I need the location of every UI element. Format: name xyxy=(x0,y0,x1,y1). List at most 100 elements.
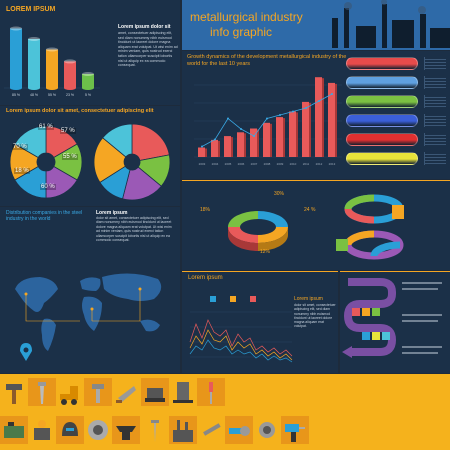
legend-pill xyxy=(346,95,418,108)
legend-pill xyxy=(346,57,418,70)
pie-value-label: 18 % xyxy=(14,168,30,174)
pie-value-label: 57 % xyxy=(60,128,76,134)
legend-pill-text-lines xyxy=(424,57,446,70)
pie-value-label: 61 % xyxy=(38,124,54,130)
ring-label-4: 12% xyxy=(260,249,271,255)
line-chart-text-title: Lorem ipsum xyxy=(294,296,323,302)
legend-pill xyxy=(346,133,418,146)
cylinder-bar: 48 % xyxy=(28,37,40,97)
header-panel: metallurgical industry info graphic xyxy=(182,0,450,50)
growth-year-label: 2010 xyxy=(290,162,297,166)
growth-bar xyxy=(302,101,309,157)
machine-icon xyxy=(0,416,28,444)
growth-year-label: 2013 xyxy=(329,162,336,166)
pie-slice xyxy=(131,123,170,161)
legend-swatch-red xyxy=(250,296,256,302)
cylinder-bar-label: 23 % xyxy=(66,93,74,97)
growth-year-label: 2008 xyxy=(264,162,271,166)
top-left-title: LOREM IPSUM xyxy=(6,6,56,13)
hammer-icon xyxy=(0,378,28,406)
legend-pill xyxy=(346,114,418,127)
growth-year-label: 2006 xyxy=(238,162,245,166)
cylinder-bar: 85 % xyxy=(10,26,22,97)
press-icon xyxy=(168,378,197,406)
header-title-line2: info graphic xyxy=(210,25,273,39)
top-left-panel: LOREM IPSUM 85 % 48 % 55 % 23 % 5 % Lorem ip… xyxy=(0,0,180,105)
legend-pill-text-lines xyxy=(424,152,446,165)
growth-year-label: 2011 xyxy=(303,162,310,166)
multi-line-chart xyxy=(189,311,293,363)
screwdriver-icon xyxy=(196,378,225,406)
bolt-icon xyxy=(84,378,113,406)
line-chart-text-body: dolor sit amet, consectetuer adipiscing … xyxy=(294,303,336,329)
tools-strip xyxy=(0,374,450,450)
snake-panel xyxy=(340,271,450,373)
legend-pill xyxy=(346,152,418,165)
pie-chart-right xyxy=(93,123,171,201)
growth-title: Growth dynamics of the development metal… xyxy=(187,54,347,67)
growth-bar xyxy=(315,77,322,157)
cylinder-bar-label: 55 % xyxy=(48,93,56,97)
growth-bar xyxy=(250,128,257,157)
welder-helmet-icon xyxy=(56,416,85,444)
growth-bar xyxy=(263,122,270,157)
legend-pill-text-lines xyxy=(424,76,446,89)
legend-pill-text-lines xyxy=(424,95,446,108)
legend-swatch-blue xyxy=(210,296,216,302)
vise-icon xyxy=(140,378,169,406)
pie-value-label: 70 % xyxy=(12,144,28,150)
legend-swatch-orange xyxy=(230,296,236,302)
growth-bar xyxy=(276,117,283,157)
growth-bar xyxy=(237,132,244,157)
top-left-text-title: Lorem ipsum dolor sit xyxy=(118,24,171,30)
growth-year-label: 2007 xyxy=(251,162,258,166)
wrench-icon xyxy=(196,416,225,444)
world-map xyxy=(15,273,162,361)
growth-bar-line-chart: 2003 2004 2005 2006 2007 2008 2009 2010 2011 2012… xyxy=(194,77,342,166)
distribution-text-title: Lorem ipsum xyxy=(96,210,128,216)
legend-pill-text-lines xyxy=(424,133,446,146)
rings-panel: 30% 18% 24 % 12% xyxy=(182,180,450,270)
trowel-icon xyxy=(112,378,141,406)
snake-arrow-diagram xyxy=(342,278,442,358)
segmented-ring-right xyxy=(336,194,404,260)
ring-label-2: 18% xyxy=(200,207,211,213)
growth-panel: Growth dynamics of the development metal… xyxy=(182,51,450,179)
factory-icon xyxy=(168,416,197,444)
donut-chart-left xyxy=(9,125,83,199)
welding-icon xyxy=(28,416,57,444)
factory-skyline-icon xyxy=(332,0,450,48)
grinder-icon xyxy=(224,416,253,444)
pie-panel-title: Lorem ipsum dolor sit amet, consectetuer… xyxy=(6,108,154,114)
cylinder-bar: 55 % xyxy=(46,47,58,97)
cylinder-bar-label: 5 % xyxy=(85,93,91,97)
donut-slice xyxy=(14,125,47,159)
anvil-icon xyxy=(112,416,141,444)
pie-value-label: 55 % xyxy=(62,154,78,160)
growth-bar xyxy=(198,147,205,157)
growth-year-label: 2005 xyxy=(225,162,232,166)
ring-label-1: 30% xyxy=(274,191,285,197)
pie-panel: Lorem ipsum dolor sit amet, consectetuer… xyxy=(0,106,180,206)
cylinder-bar: 5 % xyxy=(82,72,94,97)
growth-bar xyxy=(289,111,296,157)
distribution-title: Distribution companies in the steel indu… xyxy=(6,210,83,222)
nail-icon xyxy=(140,416,169,444)
pipe-icon xyxy=(252,416,281,444)
cylinder-bar: 23 % xyxy=(64,59,76,97)
growth-bar xyxy=(224,136,231,157)
ring-label-3: 24 % xyxy=(304,207,316,213)
header-title-line1: metallurgical industry xyxy=(190,10,303,24)
cylinder-bar-label: 85 % xyxy=(12,93,20,97)
bearing-icon xyxy=(84,416,113,444)
map-pin-icon xyxy=(20,343,32,361)
growth-year-label: 2009 xyxy=(277,162,284,166)
line-chart-title: Lorem ipsum xyxy=(188,275,223,281)
growth-year-label: 2004 xyxy=(212,162,219,166)
cylinder-bar-chart: 85 % 48 % 55 % 23 % 5 % xyxy=(4,26,100,97)
pie-value-label: 60 % xyxy=(40,184,56,190)
line-chart-panel: Lorem ipsum Lorem ipsum dolor sit amet, … xyxy=(182,271,338,373)
distribution-panel: Distribution companies in the steel indu… xyxy=(0,207,180,373)
excavator-icon xyxy=(56,378,85,406)
cylinder-bar-label: 48 % xyxy=(30,93,38,97)
